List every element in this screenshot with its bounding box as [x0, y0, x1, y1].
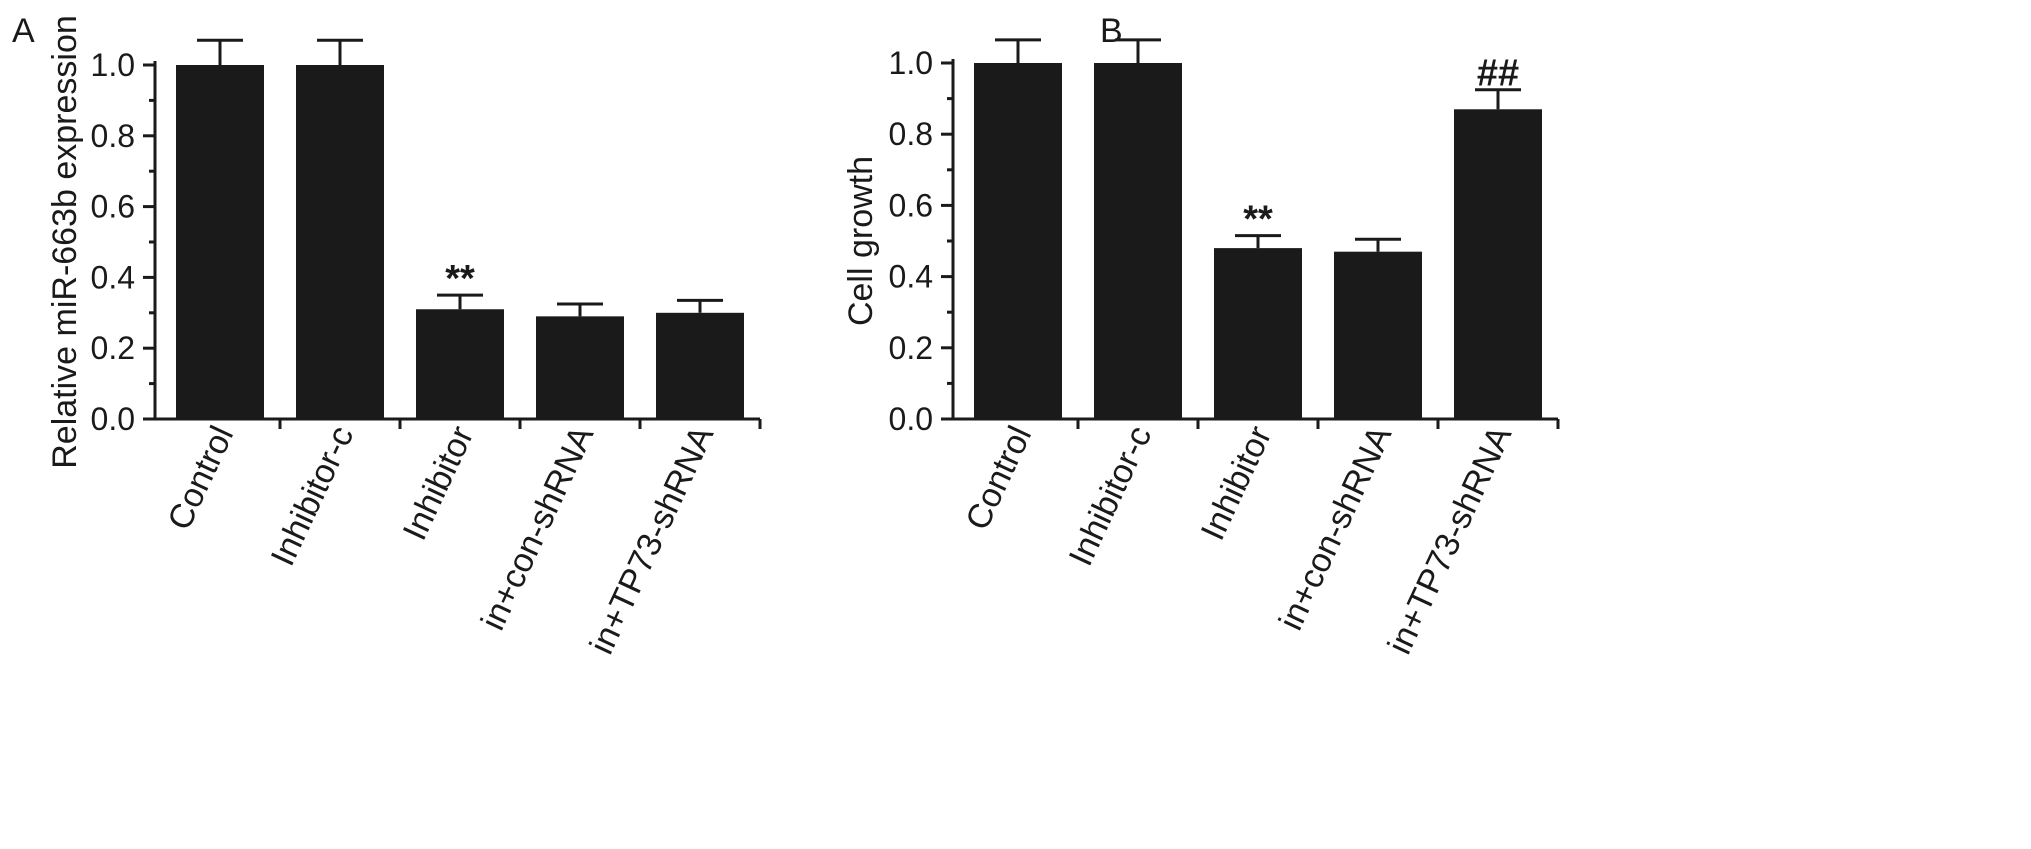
- y-tick-label-a-4: 0.8: [91, 118, 135, 154]
- bar-a-3: [536, 316, 624, 419]
- bar-a-4: [656, 312, 744, 419]
- x-tick-label-a-3: in+con-shRNA: [474, 420, 602, 636]
- y-tick-label-b-4: 0.8: [889, 116, 933, 152]
- panel-letter-b: B: [1100, 12, 1123, 50]
- y-tick-label-a-2: 0.4: [91, 259, 135, 295]
- bar-a-2: [416, 309, 504, 419]
- y-tick-label-a-0: 0.0: [91, 401, 135, 437]
- significance-label-b-2: **: [1243, 199, 1273, 241]
- panel-a: A Relative miR-663b expression ** 0.0 0.2 0…: [12, 12, 762, 660]
- x-tick-label-b-0: Control: [958, 420, 1039, 535]
- x-tick-label-b-4: in+TP73-shRNA: [1381, 420, 1520, 660]
- y-tick-label-b-3: 0.6: [889, 187, 933, 223]
- x-tick-label-a-4: in+TP73-shRNA: [583, 420, 722, 660]
- panel-b: B Cell growth ** ## 0.0 0.2 0.4 0.6 0.8 1.0 Cont…: [842, 12, 1560, 660]
- bar-a-1: [296, 65, 384, 419]
- significance-label-a-2: **: [445, 258, 475, 300]
- x-tick-label-a-0: Control: [160, 420, 241, 535]
- y-tick-label-b-0: 0.0: [889, 401, 933, 437]
- bar-b-4: [1454, 109, 1542, 419]
- y-axis-title-b: Cell growth: [842, 156, 880, 326]
- y-tick-label-b-2: 0.4: [889, 259, 933, 295]
- y-tick-label-a-1: 0.2: [91, 330, 135, 366]
- x-tick-label-a-2: Inhibitor: [396, 420, 482, 546]
- significance-label-b-4: ##: [1477, 53, 1519, 95]
- bar-b-1: [1094, 63, 1182, 419]
- bar-b-0: [974, 63, 1062, 419]
- y-tick-label-a-5: 1.0: [91, 47, 135, 83]
- x-tick-label-b-2: Inhibitor: [1194, 420, 1280, 546]
- bar-b-3: [1334, 251, 1422, 419]
- y-tick-label-b-5: 1.0: [889, 45, 933, 81]
- x-tick-label-a-1: Inhibitor-c: [264, 420, 362, 571]
- x-tick-label-b-1: Inhibitor-c: [1062, 420, 1160, 571]
- y-tick-label-a-3: 0.6: [91, 189, 135, 225]
- bar-b-2: [1214, 248, 1302, 419]
- x-tick-label-b-3: in+con-shRNA: [1272, 420, 1400, 636]
- y-axis-title-a: Relative miR-663b expression: [46, 15, 84, 469]
- panel-letter-a: A: [12, 12, 35, 50]
- y-tick-label-b-1: 0.2: [889, 330, 933, 366]
- bar-a-0: [176, 65, 264, 419]
